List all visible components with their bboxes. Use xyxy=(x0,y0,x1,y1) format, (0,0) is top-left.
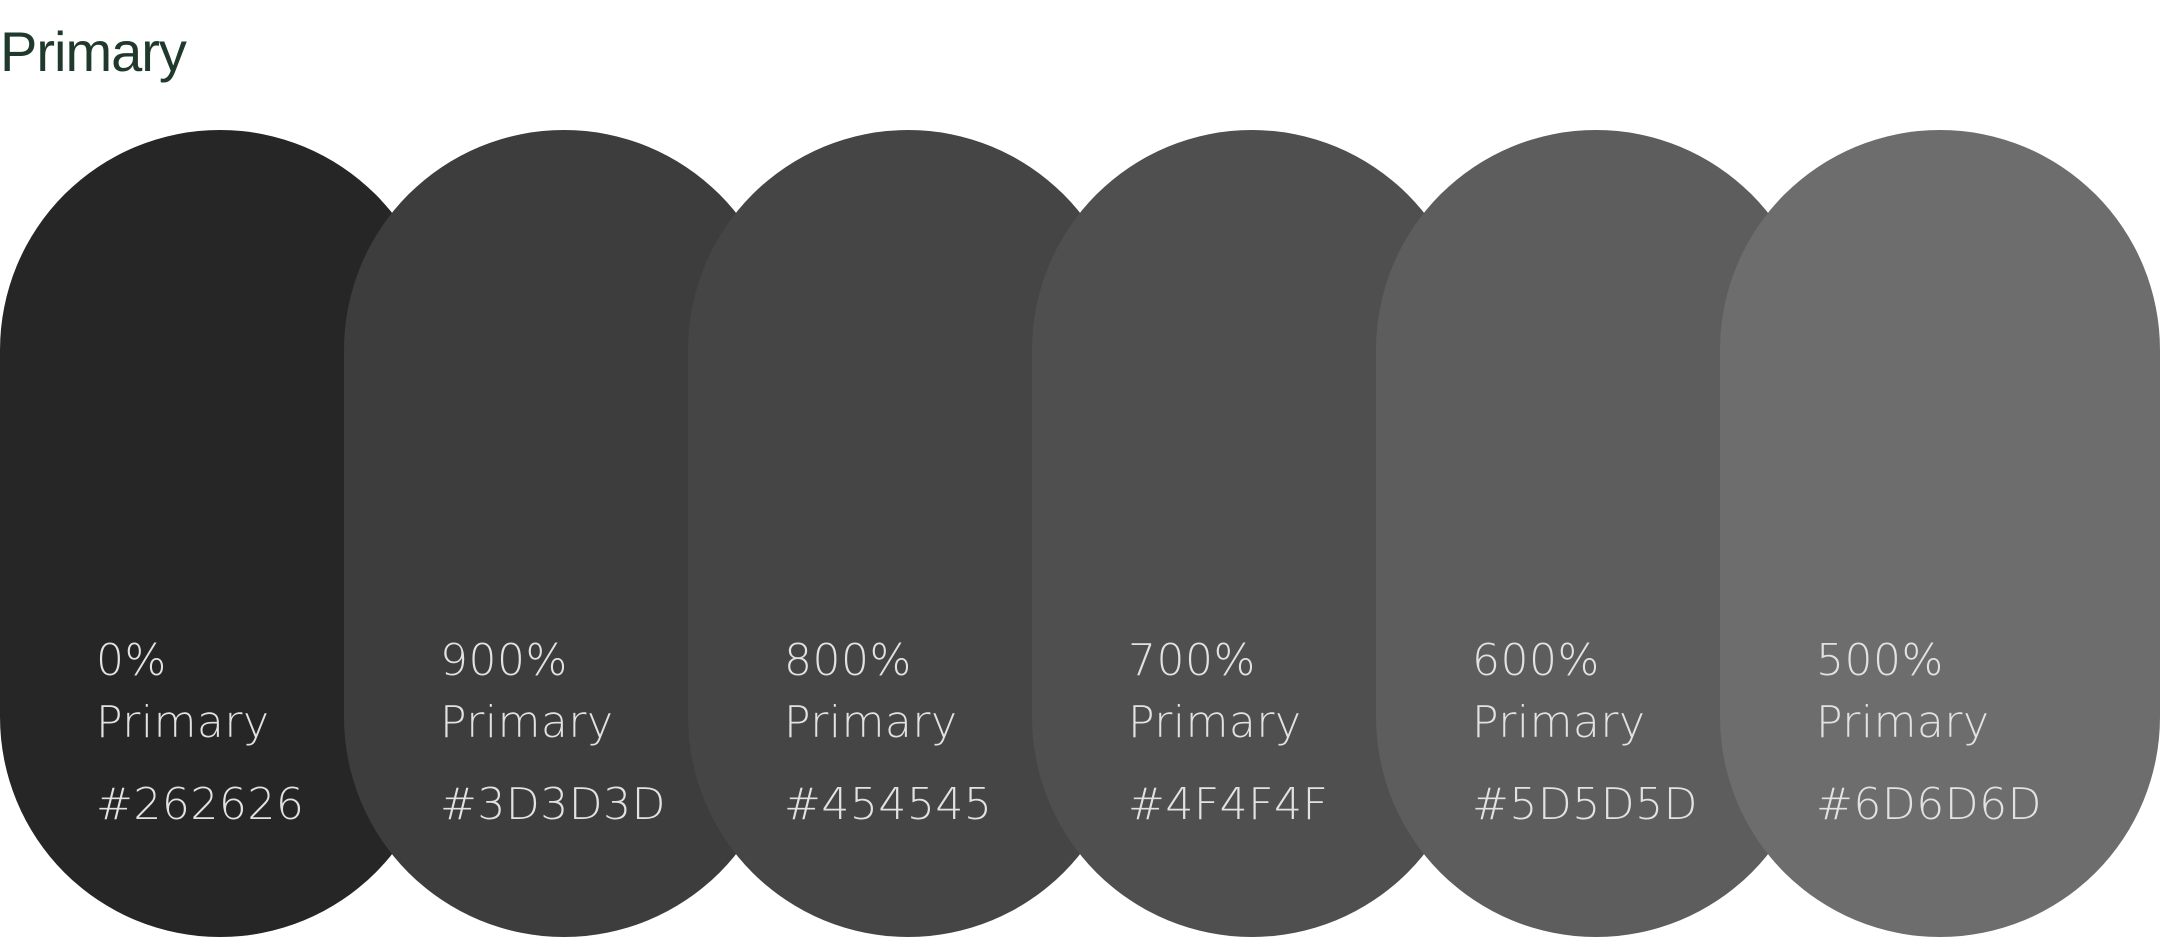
swatch-name: Primary xyxy=(440,697,614,748)
swatch-label-group: 600% Primary #5D5D5D xyxy=(1472,630,1698,836)
swatch-percent: 0% xyxy=(96,635,167,686)
swatch-name: Primary xyxy=(96,697,270,748)
swatch-hex: #5D5D5D xyxy=(1472,779,1698,830)
swatch-hex: #262626 xyxy=(96,779,305,830)
swatch-label-group: 0% Primary #262626 xyxy=(96,630,304,836)
swatch-percent: 800% xyxy=(784,635,912,686)
swatch-label-group: 800% Primary #454545 xyxy=(784,630,992,836)
swatch-percent: 600% xyxy=(1472,635,1600,686)
swatch-name: Primary xyxy=(784,697,958,748)
swatch-hex: #454545 xyxy=(784,779,993,830)
swatch-hex: #4F4F4F xyxy=(1128,779,1329,830)
swatch-name: Primary xyxy=(1472,697,1646,748)
page-title: Primary xyxy=(0,20,187,83)
swatch-label-group: 500% Primary #6D6D6D xyxy=(1816,630,2042,836)
swatch-hex: #6D6D6D xyxy=(1816,779,2042,830)
swatch-name: Primary xyxy=(1816,697,1990,748)
swatch-percent: 500% xyxy=(1816,635,1944,686)
swatch-label-group: 700% Primary #4F4F4F xyxy=(1128,630,1328,836)
swatch-percent: 900% xyxy=(440,635,568,686)
color-swatch-500[interactable]: 500% Primary #6D6D6D xyxy=(1720,130,2160,937)
swatch-name: Primary xyxy=(1128,697,1302,748)
swatch-hex: #3D3D3D xyxy=(440,779,666,830)
swatch-percent: 700% xyxy=(1128,635,1256,686)
color-swatch-row: 0% Primary #262626 900% Primary #3D3D3D … xyxy=(0,130,2160,937)
swatch-label-group: 900% Primary #3D3D3D xyxy=(440,630,666,836)
